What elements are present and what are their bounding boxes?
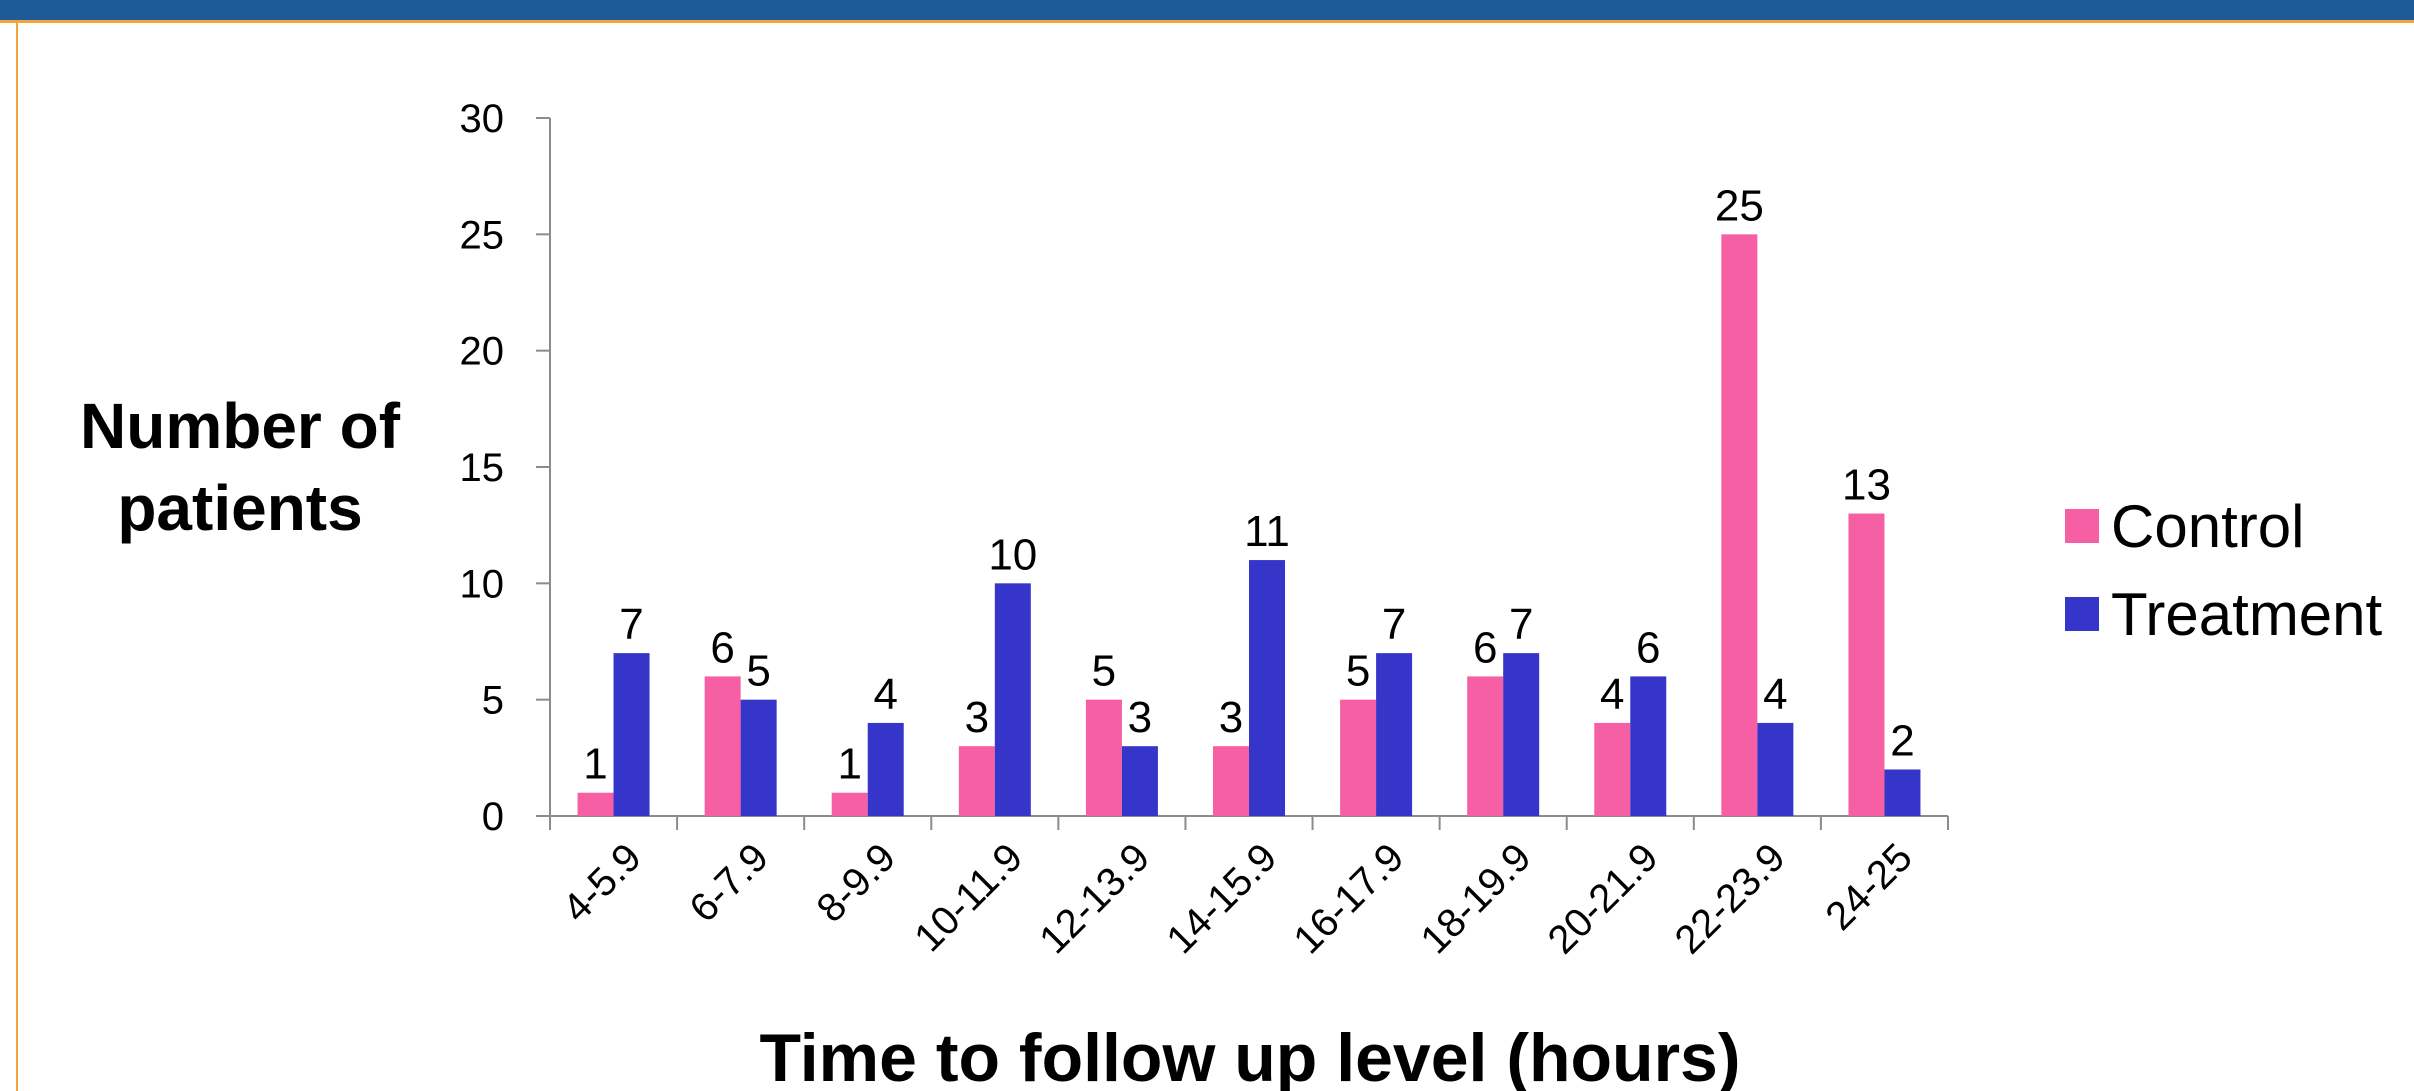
bar-treatment xyxy=(1884,769,1921,816)
x-tick-label: 22-23.9 xyxy=(1667,835,1794,962)
data-label-control: 1 xyxy=(837,740,861,789)
data-label-control: 25 xyxy=(1715,181,1764,230)
x-tick-label: 4-5.9 xyxy=(554,835,650,931)
y-tick-label: 10 xyxy=(460,562,505,606)
x-tick-label: 6-7.9 xyxy=(681,835,777,931)
bar-treatment xyxy=(1503,653,1540,816)
legend: Control Treatment xyxy=(2065,482,2382,658)
bar-control xyxy=(1594,722,1631,816)
bar-control xyxy=(704,676,741,816)
data-label-treatment: 10 xyxy=(988,530,1037,579)
title-bar xyxy=(0,0,2414,23)
bar-control xyxy=(1467,676,1504,816)
data-label-treatment: 11 xyxy=(1244,507,1290,556)
y-tick-label: 5 xyxy=(482,679,504,723)
x-tick-label: 20-21.9 xyxy=(1540,835,1667,962)
data-label-treatment: 4 xyxy=(873,670,897,719)
data-label-control: 4 xyxy=(1600,670,1624,719)
bar-treatment xyxy=(1630,676,1667,816)
x-tick-label: 14-15.9 xyxy=(1158,835,1285,962)
bar-treatment xyxy=(1376,653,1413,816)
data-label-control: 3 xyxy=(1219,693,1243,742)
data-label-treatment: 3 xyxy=(1128,693,1152,742)
slide-border xyxy=(16,20,18,1091)
y-tick-label: 15 xyxy=(460,446,505,490)
bar-treatment xyxy=(867,722,904,816)
data-label-treatment: 7 xyxy=(619,600,643,649)
bar-treatment xyxy=(740,699,777,816)
data-label-control: 13 xyxy=(1842,461,1891,510)
data-label-treatment: 2 xyxy=(1890,716,1914,765)
bar-control xyxy=(577,792,614,816)
bar-treatment xyxy=(1757,722,1794,816)
bar-control xyxy=(1848,513,1885,816)
bar-control xyxy=(958,746,995,816)
bar-control xyxy=(831,792,868,816)
bar-control xyxy=(1340,699,1377,816)
legend-item-treatment: Treatment xyxy=(2065,570,2382,658)
bar-control xyxy=(1085,699,1122,816)
legend-swatch-treatment xyxy=(2065,597,2099,631)
legend-label-treatment: Treatment xyxy=(2111,580,2383,648)
x-tick-label: 10-11.9 xyxy=(906,835,1031,960)
legend-label-control: Control xyxy=(2111,492,2305,560)
bar-control xyxy=(1721,234,1758,817)
data-label-control: 6 xyxy=(710,623,734,672)
y-axis-label-line-1: Number of xyxy=(80,390,400,462)
data-label-treatment: 7 xyxy=(1509,600,1533,649)
data-label-control: 1 xyxy=(583,740,607,789)
legend-swatch-control xyxy=(2065,509,2099,543)
data-label-treatment: 4 xyxy=(1763,670,1787,719)
x-axis-label: Time to follow up level (hours) xyxy=(759,1020,1741,1091)
y-tick-label: 20 xyxy=(460,330,505,374)
y-tick-label: 30 xyxy=(460,97,505,141)
data-label-control: 3 xyxy=(965,693,989,742)
bar-control xyxy=(1213,746,1249,816)
y-axis-label: Number of patients xyxy=(40,385,440,549)
bar-treatment xyxy=(1121,746,1158,816)
bar-treatment xyxy=(1249,560,1285,816)
x-tick-label: 8-9.9 xyxy=(809,835,905,931)
data-label-control: 6 xyxy=(1473,623,1497,672)
x-tick-label: 16-17.9 xyxy=(1285,835,1412,962)
data-label-control: 5 xyxy=(1092,647,1116,696)
y-tick-label: 25 xyxy=(460,213,505,257)
data-label-control: 5 xyxy=(1346,647,1370,696)
data-label-treatment: 7 xyxy=(1382,600,1406,649)
x-tick-label: 12-13.9 xyxy=(1031,835,1158,962)
y-axis-label-line-2: patients xyxy=(117,472,363,544)
x-tick-label: 24-25 xyxy=(1817,835,1920,938)
data-label-treatment: 5 xyxy=(746,647,770,696)
data-label-treatment: 6 xyxy=(1636,623,1660,672)
bar-treatment xyxy=(994,583,1031,816)
legend-item-control: Control xyxy=(2065,482,2382,570)
bar-treatment xyxy=(613,653,650,816)
y-tick-label: 0 xyxy=(482,795,504,839)
x-tick-label: 18-19.9 xyxy=(1412,835,1539,962)
